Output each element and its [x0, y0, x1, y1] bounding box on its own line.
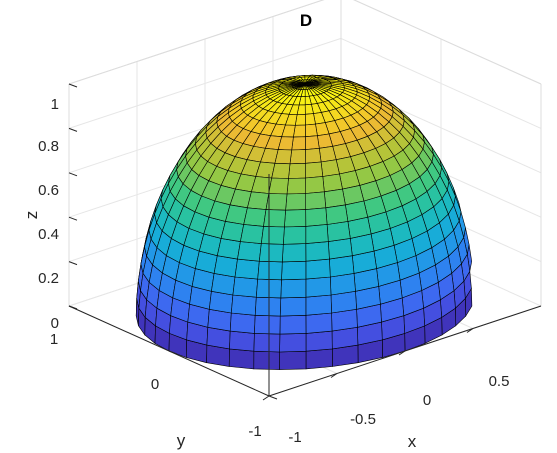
y-axis-label: y: [177, 431, 186, 450]
y-tick: [168, 350, 178, 355]
surface-patch: [229, 330, 255, 352]
surface-patch: [274, 149, 293, 165]
surface-patch: [254, 296, 282, 317]
surface-patch: [279, 350, 307, 370]
surface-patch: [280, 278, 307, 299]
x-tick-label: 0.5: [489, 373, 510, 390]
surface-patch: [230, 294, 257, 316]
surface-patch: [305, 294, 332, 316]
surface-patch: [234, 258, 260, 280]
y-tick-label: 0: [151, 376, 159, 393]
z-tick: [68, 172, 78, 177]
surface-patch: [281, 243, 307, 263]
surface-patch: [304, 113, 316, 126]
y-tick-label: 1: [50, 331, 58, 348]
z-tick-label: 0.8: [38, 138, 59, 155]
surface-patch: [305, 276, 332, 298]
box-edge: [353, 0, 542, 85]
surface-patch: [305, 224, 329, 244]
axis-lines: [68, 83, 542, 401]
surface-patch: [257, 260, 283, 281]
z-tick: [68, 83, 78, 88]
x-tick: [466, 328, 474, 333]
surface-patch: [305, 135, 320, 150]
y-tick-label: -1: [248, 423, 261, 440]
y-tick: [68, 305, 78, 310]
z-tick: [68, 261, 78, 266]
surface-patch: [289, 149, 306, 165]
z-tick-label: 0.6: [38, 182, 59, 199]
surface-patch: [305, 191, 327, 210]
surface-patch: [228, 348, 255, 370]
surface-patch: [305, 161, 324, 179]
z-tick: [68, 216, 78, 221]
surface-patch: [268, 177, 289, 195]
z-tick-label: 0: [51, 315, 59, 332]
surface-patch: [326, 221, 351, 242]
x-tick: [398, 350, 406, 356]
surface-patch: [282, 226, 307, 245]
z-tick: [68, 127, 78, 132]
surface-patch: [220, 221, 245, 242]
chart-title: D: [300, 11, 312, 30]
surface-patch: [284, 209, 307, 228]
surface-patch: [286, 177, 307, 195]
surface-patch: [240, 224, 264, 244]
surface-patch: [305, 123, 318, 138]
surface-patch: [305, 207, 328, 227]
z-tick-label: 0.2: [38, 270, 59, 287]
x-axis-label: x: [408, 432, 417, 451]
surface-patch: [322, 173, 343, 193]
surface-patch: [216, 238, 241, 260]
surface-patch: [305, 348, 333, 370]
surface-patch: [243, 207, 267, 227]
surface-patch: [288, 162, 306, 179]
surface-patch: [325, 204, 349, 225]
surface-patch: [323, 188, 346, 209]
z-axis-label: z: [22, 211, 41, 220]
x-tick-label: -0.5: [350, 411, 376, 428]
surface-patch: [258, 243, 284, 263]
surface-patch: [320, 159, 340, 177]
z-tick-label: 1: [51, 96, 59, 113]
surface-patch: [229, 312, 256, 334]
surface-patch: [279, 296, 307, 317]
surface-patch: [305, 258, 331, 280]
surface-patch: [253, 333, 281, 353]
surface-patch: [291, 136, 306, 151]
surface-patch: [254, 314, 281, 335]
surface-patch: [253, 350, 280, 370]
surface-patch: [247, 191, 270, 210]
surface-patch: [237, 241, 262, 262]
surface-patch: [271, 162, 291, 179]
surface-patch: [305, 312, 333, 334]
surface-patch: [305, 241, 330, 262]
y-tick: [268, 395, 278, 400]
surface-patch: [329, 255, 355, 278]
hemisphere-surface: [135, 74, 473, 370]
x-tick: [262, 395, 270, 401]
surface-patch: [279, 314, 307, 335]
x-tick-label: -1: [288, 429, 301, 446]
surface-patch: [279, 333, 307, 353]
surface-patch: [260, 226, 285, 245]
surface-patch: [285, 193, 307, 211]
box-edge: [68, 0, 325, 85]
surface-patch: [305, 176, 325, 194]
surface-patch: [232, 276, 259, 298]
surface-patch: [327, 238, 353, 260]
surface-patch: [213, 255, 238, 278]
surface-patch: [305, 147, 322, 164]
surface-patch: [263, 209, 286, 228]
z-tick-label: 0.4: [38, 226, 59, 243]
surface-patch: [281, 260, 307, 281]
surface-patch: [305, 330, 333, 352]
x-tick-label: 0: [423, 392, 431, 409]
x-tick: [330, 373, 338, 378]
